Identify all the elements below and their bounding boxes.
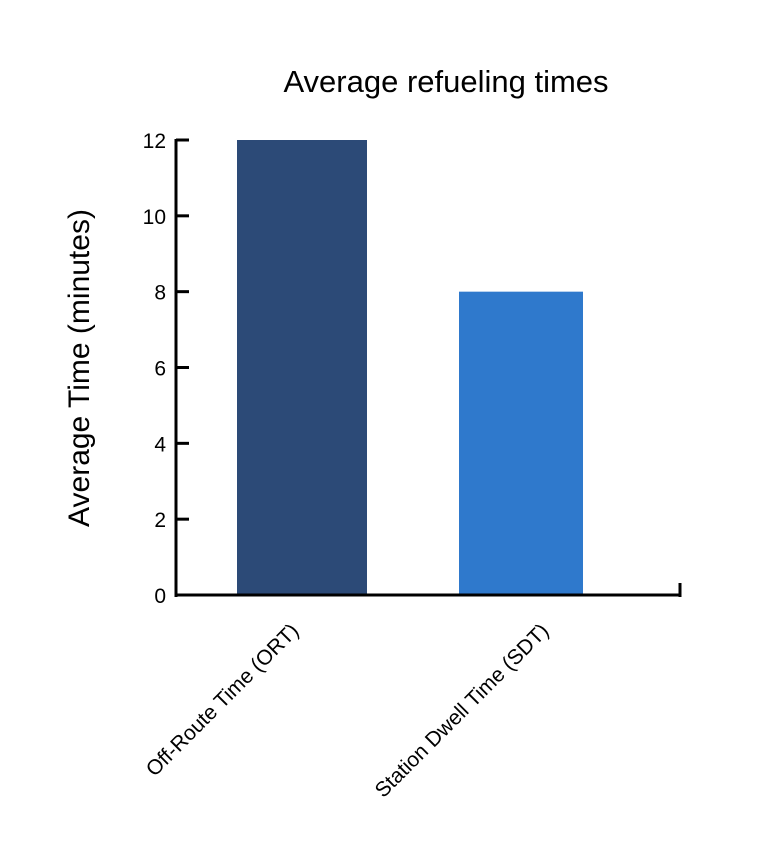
y-tick-label: 6 [154, 358, 166, 381]
x-labels-group: Off-Route Time (ORT) Station Dwell Time (… [142, 619, 554, 802]
bar-0 [237, 140, 367, 595]
x-category-label: Off-Route Time (ORT) [142, 619, 304, 781]
y-tick-label: 4 [154, 433, 166, 456]
bar-1 [459, 291, 583, 595]
y-tick-label: 10 [143, 206, 166, 229]
y-tick-label: 8 [154, 282, 166, 305]
y-ticks-group: 0 2 4 6 8 10 12 [143, 130, 189, 608]
x-category-label: Station Dwell Time (SDT) [371, 619, 554, 802]
y-tick-label: 0 [154, 585, 166, 608]
bars-group [237, 140, 583, 595]
y-tick-label: 12 [143, 130, 166, 153]
chart-title: Average refueling times [283, 64, 609, 99]
y-tick-label: 2 [154, 509, 166, 532]
